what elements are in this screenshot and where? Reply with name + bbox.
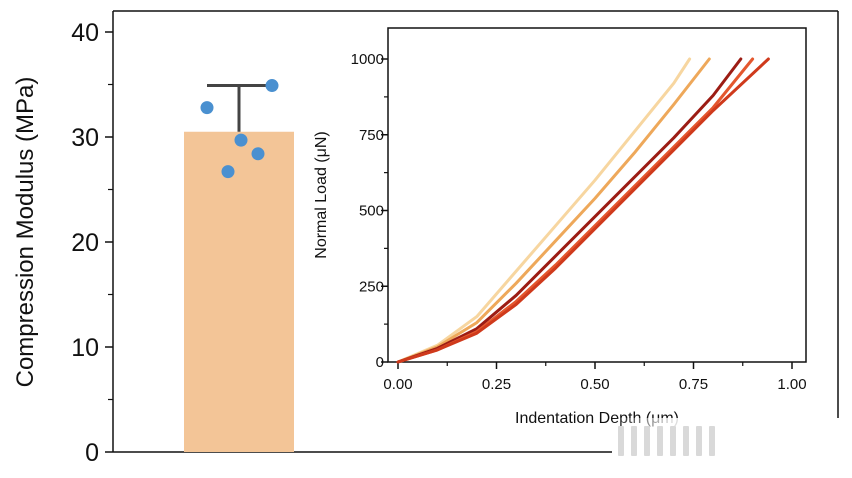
data-point [265, 79, 279, 93]
inset-x-tick-label: 1.00 [777, 376, 806, 393]
main-y-tick-label: 0 [85, 439, 99, 467]
inset-x-tick-label: 0.25 [482, 376, 511, 393]
main-bars [184, 131, 294, 452]
inset-ticks: 0.00 0.25 0.50 0.75 1.00 0 250 500 750 1000 [351, 51, 807, 393]
main-y-tick-label: 30 [71, 124, 99, 152]
main-points [200, 79, 279, 179]
series-line-curve-1 [396, 57, 692, 364]
watermark-bar [657, 426, 663, 456]
watermark-overlay [612, 418, 852, 466]
watermark-bar [696, 426, 702, 456]
main-y-axis-label: Compression Modulus (MPa) [12, 77, 39, 388]
series-line-curve-5 [396, 57, 770, 364]
data-point [234, 133, 248, 147]
main-y-tick-label: 40 [71, 19, 99, 47]
inset-y-tick-label: 1000 [351, 51, 384, 68]
watermark-bar [683, 426, 689, 456]
inset-y-tick-label: 500 [359, 203, 384, 220]
watermark-bar [618, 426, 624, 456]
inset-x-tick-label: 0.75 [679, 376, 708, 393]
main-y-ticks: 0 10 20 30 40 [71, 19, 113, 467]
inset-y-tick-label: 750 [359, 127, 384, 144]
watermark-bar [670, 426, 676, 456]
bar [184, 131, 294, 452]
watermark-bar [644, 426, 650, 456]
inset-x-tick-label: 0.50 [580, 376, 609, 393]
watermark-bar [709, 426, 715, 456]
main-error-bar [207, 84, 271, 132]
main-y-tick-label: 10 [71, 334, 99, 362]
inset-y-tick-label: 250 [359, 278, 384, 295]
data-point [200, 101, 214, 115]
inset-x-tick-label: 0.00 [383, 376, 412, 393]
watermark-bar [631, 426, 637, 456]
inset-series [396, 57, 770, 364]
main-y-tick-label: 20 [71, 229, 99, 257]
data-point [251, 147, 265, 161]
inset-y-axis-label: Normal Load (μN) [313, 131, 330, 258]
inset-y-tick-label: 0 [376, 354, 384, 371]
series-line-curve-3 [396, 57, 743, 364]
data-point [221, 165, 235, 179]
series-line-curve-2 [396, 57, 711, 364]
